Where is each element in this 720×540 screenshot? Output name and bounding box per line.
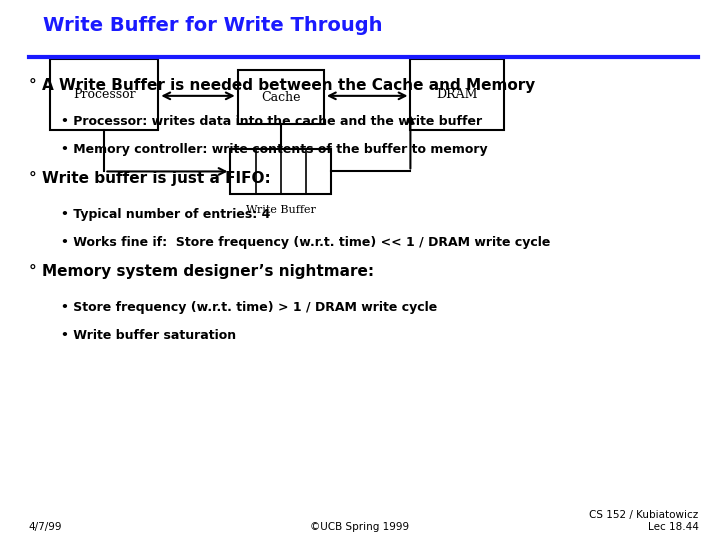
Text: • Works fine if:  Store frequency (w.r.t. time) << 1 / DRAM write cycle: • Works fine if: Store frequency (w.r.t.… xyxy=(61,236,551,249)
Text: • Processor: writes data into the cache and the write buffer: • Processor: writes data into the cache … xyxy=(61,115,482,128)
Bar xyxy=(50,59,158,130)
Text: Write Buffer for Write Through: Write Buffer for Write Through xyxy=(43,16,383,35)
Text: Cache: Cache xyxy=(261,91,300,104)
Text: ° A Write Buffer is needed between the Cache and Memory: ° A Write Buffer is needed between the C… xyxy=(29,78,535,93)
Text: ° Memory system designer’s nightmare:: ° Memory system designer’s nightmare: xyxy=(29,264,374,279)
Text: DRAM: DRAM xyxy=(436,88,478,101)
Bar xyxy=(410,59,504,130)
Text: Processor: Processor xyxy=(73,88,135,101)
Text: ° Write buffer is just a FIFO:: ° Write buffer is just a FIFO: xyxy=(29,171,271,186)
Text: • Write buffer saturation: • Write buffer saturation xyxy=(61,329,236,342)
Bar xyxy=(238,70,324,124)
Text: Write Buffer: Write Buffer xyxy=(246,205,316,215)
Text: ©UCB Spring 1999: ©UCB Spring 1999 xyxy=(310,522,410,532)
Text: CS 152 / Kubiatowicz
Lec 18.44: CS 152 / Kubiatowicz Lec 18.44 xyxy=(589,510,698,532)
Bar xyxy=(230,148,331,194)
Text: 4/7/99: 4/7/99 xyxy=(29,522,63,532)
Text: • Typical number of entries: 4: • Typical number of entries: 4 xyxy=(61,208,271,221)
Text: • Memory controller: write contents of the buffer to memory: • Memory controller: write contents of t… xyxy=(61,143,488,156)
Text: • Store frequency (w.r.t. time) > 1 / DRAM write cycle: • Store frequency (w.r.t. time) > 1 / DR… xyxy=(61,301,438,314)
